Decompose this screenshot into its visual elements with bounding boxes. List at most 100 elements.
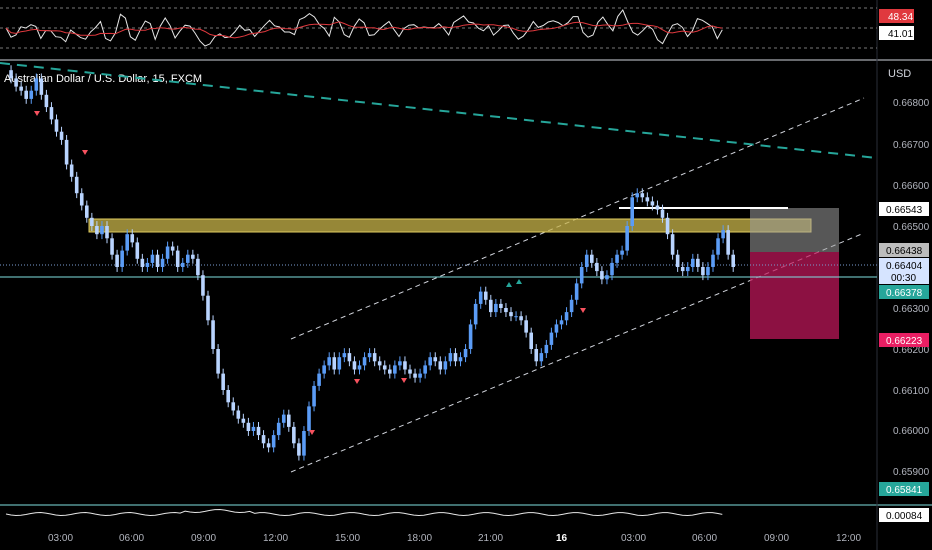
resistance-zone[interactable] <box>88 218 812 233</box>
candle-body <box>367 353 372 358</box>
candle-body <box>201 275 205 296</box>
candle-body <box>327 357 331 366</box>
candle-body <box>261 435 266 444</box>
price-label: 0.66378 <box>886 288 923 299</box>
price-label-bg <box>879 333 929 347</box>
candle-body <box>483 291 488 300</box>
sell-signal-marker <box>82 150 88 155</box>
candle-body <box>494 303 498 313</box>
candle-body <box>377 361 382 366</box>
candle-body <box>650 201 655 206</box>
candle-body <box>100 226 104 235</box>
candle-body <box>246 422 251 431</box>
descending-trendline[interactable] <box>0 62 878 159</box>
buy-signal-marker <box>516 279 522 284</box>
candle-body <box>458 357 463 362</box>
candle-body <box>372 353 377 362</box>
price-tick: 0.66700 <box>893 140 930 151</box>
candle-body <box>287 414 291 427</box>
candle-body <box>731 254 735 267</box>
bottom-oscillator-pane: 0.00084 <box>5 508 929 522</box>
candle-body <box>696 258 700 267</box>
candle-body <box>256 426 261 436</box>
candle-body <box>9 70 13 79</box>
candle-body <box>206 295 210 321</box>
candle-body <box>615 254 619 263</box>
candle-body <box>534 349 539 362</box>
candle-body <box>352 361 357 370</box>
oscillator-label: 0.00084 <box>886 511 923 522</box>
stop-loss-zone[interactable] <box>750 208 839 252</box>
price-tick: 0.66800 <box>893 98 930 109</box>
signal-markers <box>34 111 586 435</box>
candle-body <box>489 299 493 313</box>
candle-body <box>726 230 730 255</box>
candle-body <box>337 357 342 370</box>
candle-body <box>620 250 624 255</box>
candle-body <box>196 258 200 276</box>
candle-body <box>74 176 79 194</box>
take-profit-zone[interactable] <box>750 252 839 339</box>
sell-signal-marker <box>580 308 586 313</box>
candle-body <box>241 418 246 423</box>
candle-body <box>403 361 407 370</box>
candle-body <box>317 373 321 386</box>
candle-body <box>423 365 427 374</box>
candle-body <box>468 324 473 349</box>
candle-body <box>39 78 44 95</box>
candle-body <box>685 267 690 272</box>
time-tick: 03:00 <box>621 533 646 544</box>
candle-body <box>120 250 124 267</box>
buy-signal-marker <box>506 282 512 287</box>
candle-body <box>297 443 301 456</box>
candle-body <box>660 209 665 218</box>
price-label: 0.66404 <box>886 261 923 272</box>
candle-body <box>49 107 54 120</box>
candle-body <box>499 303 503 308</box>
candle-body <box>170 246 175 251</box>
price-label: 0.65841 <box>886 485 923 496</box>
candle-body <box>453 353 458 362</box>
candle-body <box>595 262 599 272</box>
candle-body <box>59 131 64 140</box>
candle-body <box>44 94 49 108</box>
candle-body <box>226 390 230 403</box>
symbol-title: Australian Dollar / U.S. Dollar, 15, FXC… <box>4 73 202 85</box>
candle-body <box>600 271 604 280</box>
candle-body <box>463 349 468 358</box>
candle-body <box>625 226 629 251</box>
candle-body <box>175 250 180 267</box>
price-label: 0.66438 <box>886 246 923 257</box>
rsi-label-2-bg <box>879 26 914 40</box>
candle-body <box>312 385 316 407</box>
oscillator-label-bg <box>879 508 929 522</box>
price-axis[interactable]: 0.66800 0.66700 0.66600 0.66500 0.66300 … <box>893 98 930 478</box>
candle-body <box>19 86 23 91</box>
candle-body <box>105 226 109 239</box>
candle-body <box>362 357 367 366</box>
candle-body <box>125 234 129 251</box>
candle-body <box>180 262 185 267</box>
candle-body <box>630 197 634 226</box>
time-axis[interactable]: 03:00 06:00 09:00 12:00 15:00 18:00 21:0… <box>48 533 861 544</box>
candle-body <box>29 90 34 99</box>
price-label-bg <box>879 243 929 257</box>
candle-body <box>721 230 725 239</box>
candle-body <box>448 353 453 362</box>
candle-body <box>584 254 589 267</box>
candle-body <box>478 291 483 304</box>
candle-body <box>554 324 559 333</box>
candle-body <box>292 426 296 444</box>
candle-body <box>160 258 165 267</box>
oscillator-line <box>5 508 723 517</box>
candle-body <box>711 254 715 267</box>
price-label-bg <box>879 258 929 284</box>
candle-body <box>110 238 114 255</box>
candle-body <box>569 299 574 313</box>
candle-body <box>418 373 422 378</box>
time-tick-day: 16 <box>556 533 568 544</box>
candle-body <box>716 238 720 255</box>
sell-signal-marker <box>401 378 407 383</box>
candle-body <box>529 332 533 349</box>
